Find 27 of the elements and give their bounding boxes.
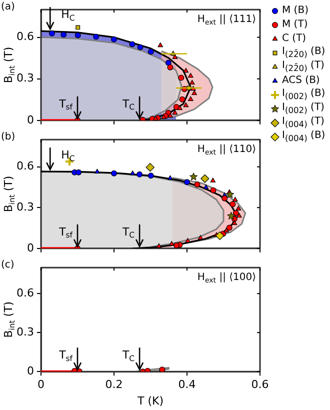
y-tick-label: 0.6 (16, 160, 34, 173)
legend-label: I$_{(004)}$ (T) (282, 115, 324, 130)
text: (b) (1, 132, 16, 143)
x-tick-label: 0.2 (105, 378, 123, 392)
y-tick-label: 0 (27, 113, 34, 126)
legend-label: I$_{(22̄0)}$ (T) (282, 59, 324, 75)
y-tick-label: 0.3 (16, 325, 34, 338)
legend-label: I$_{(004)}$ (B) (282, 129, 326, 145)
legend-label: C (T) (282, 32, 306, 46)
y-tick-label: 0 (27, 364, 34, 378)
legend-label: ACS (B) (282, 74, 320, 88)
legend-label: M (T) (282, 18, 308, 32)
legend-label: I$_{(002)}$ (T) (282, 101, 324, 116)
text: (a) (1, 2, 16, 13)
x-tick-label: 0.6 (251, 378, 269, 392)
y-tick-label: 0 (27, 241, 34, 254)
x-tick-label: 0 (38, 378, 44, 392)
legend-label: M (B) (282, 4, 308, 18)
y-tick-label: 0.6 (16, 286, 34, 300)
y-tick-label: 0.3 (16, 72, 34, 85)
x-axis-title: T (K) (136, 394, 164, 408)
legend-label: I$_{(22̄0)}$ (B) (282, 45, 326, 60)
y-tick-label: 0.3 (16, 200, 34, 214)
y-tick-label: 0.6 (16, 30, 34, 44)
legend-label: I$_{(002)}$ (B) (282, 87, 326, 102)
x-tick-label: 0.4 (178, 378, 196, 392)
text: (c) (1, 260, 14, 271)
